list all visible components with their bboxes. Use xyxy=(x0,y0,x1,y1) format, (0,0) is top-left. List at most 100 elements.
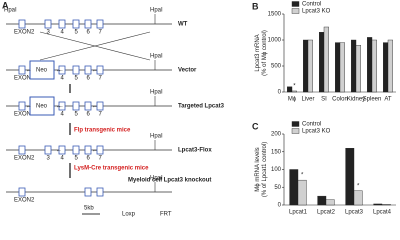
legend-swatch xyxy=(291,8,300,14)
legend-swatch xyxy=(291,1,300,7)
exon-number: 7 xyxy=(99,30,103,36)
site-label: HpaI xyxy=(150,134,163,140)
legend-text: FRT xyxy=(160,212,172,218)
exon xyxy=(72,101,80,111)
bar xyxy=(351,39,357,93)
y-tick-label: 1000 xyxy=(268,38,282,44)
bar xyxy=(345,147,355,206)
y-axis-label: Lpcat3 mRNA(% of Mϕ control) xyxy=(255,30,268,76)
figure: A WT HpaI HpaI 3 4 5 6 7 EXON2 Vector HpaI 3 4 5 6 7 EXO… xyxy=(2,0,396,218)
site-label: HpaI xyxy=(4,8,17,14)
y-axis-label-line: Mϕ mRNA levels xyxy=(255,147,261,191)
exon-number: 5 xyxy=(75,76,79,82)
legend-text: Loxp xyxy=(122,212,136,218)
exon xyxy=(44,19,52,29)
bar xyxy=(319,32,325,93)
bar xyxy=(373,203,383,206)
bar xyxy=(335,42,341,93)
frt: ← xyxy=(58,68,64,74)
bar xyxy=(355,45,362,93)
site-label: HpaI xyxy=(150,176,163,182)
panel-label: C xyxy=(252,121,259,131)
legend-label: Control xyxy=(302,122,321,128)
exon xyxy=(96,187,104,197)
bar xyxy=(371,39,378,93)
neo-label: Neo xyxy=(36,68,48,74)
y-axis-label-line: (% of Lpcat1 control) xyxy=(262,142,268,197)
x-tick-label: AT xyxy=(384,97,392,103)
exon xyxy=(84,187,92,197)
exon-number: 3 xyxy=(47,156,51,162)
bar xyxy=(387,39,394,93)
bar xyxy=(291,90,298,93)
bar xyxy=(353,190,363,206)
legend-label: Lpcat3 KO xyxy=(302,9,331,15)
exon xyxy=(84,19,92,29)
bar xyxy=(323,26,330,93)
legend-label: Control xyxy=(302,2,321,8)
annotation: * xyxy=(357,183,360,189)
loxp: ← xyxy=(56,104,62,110)
row-label: WT xyxy=(178,22,188,28)
y-axis-label: Mϕ mRNA levels(% of Lpcat1 control) xyxy=(255,142,268,197)
exon-number: 6 xyxy=(87,30,91,36)
step-label: LysM-Cre transgenic mice xyxy=(74,166,149,172)
cross xyxy=(39,31,151,61)
exon xyxy=(58,145,66,155)
exon-label: EXON2 xyxy=(14,76,35,82)
exon xyxy=(18,187,26,197)
y-tick-label: 200 xyxy=(271,132,282,138)
x-tick-label: Lpcat3 xyxy=(345,210,364,216)
panel-label: B xyxy=(252,1,259,11)
y-tick-label: 0 xyxy=(278,203,282,209)
y-tick-label: 100 xyxy=(271,167,282,173)
bar xyxy=(339,42,346,93)
exon-number: 5 xyxy=(75,30,79,36)
page: A WT HpaI HpaI 3 4 5 6 7 EXON2 Vector HpaI 3 4 5 6 7 EXO… xyxy=(2,0,396,218)
exon-number: 4 xyxy=(61,30,65,36)
exon-number: 3 xyxy=(47,30,51,36)
exon xyxy=(18,65,26,75)
x-tick-label: Lpcat2 xyxy=(317,210,336,216)
bar xyxy=(287,86,293,93)
exon xyxy=(18,101,26,111)
exon xyxy=(18,145,26,155)
exon xyxy=(84,65,92,75)
exon-number: 6 xyxy=(87,112,91,118)
bar xyxy=(289,169,299,206)
frt: ← xyxy=(58,104,64,110)
exon-number: 5 xyxy=(75,156,79,162)
bar xyxy=(383,42,389,93)
exon xyxy=(96,101,104,111)
loxp: ← xyxy=(56,68,62,74)
exon xyxy=(96,145,104,155)
exon xyxy=(18,19,26,29)
frt: ← xyxy=(26,104,32,110)
exon-number: 4 xyxy=(61,112,65,118)
y-tick-label: 0 xyxy=(278,90,282,96)
y-axis-label-line: (% of Mϕ control) xyxy=(262,30,268,76)
loxp: ← xyxy=(92,68,98,74)
y-tick-label: 1500 xyxy=(268,12,282,18)
neo-box xyxy=(29,60,55,80)
annotation: * xyxy=(293,84,296,90)
step-label: Flp transgenic mice xyxy=(74,128,131,134)
frt: ← xyxy=(26,68,32,74)
legend-label: Lpcat3 KO xyxy=(302,129,331,135)
exon-number: 6 xyxy=(87,76,91,82)
y-tick-label: 150 xyxy=(271,149,282,155)
site-label: HpaI xyxy=(150,90,163,96)
panel-label: A xyxy=(2,0,9,10)
neo-box xyxy=(29,96,55,116)
x-tick-label: Spleen xyxy=(363,97,382,103)
row-label: Targeted Lpcat3 xyxy=(178,104,225,110)
bar xyxy=(307,39,314,93)
x-tick-label: Liver xyxy=(301,97,314,103)
x-tick-label: Lpcat4 xyxy=(373,210,392,216)
exon-label: EXON2 xyxy=(14,156,35,162)
exon-label: EXON2 xyxy=(14,112,35,118)
loxp: ← xyxy=(92,148,98,154)
row-label: Lpcat3-Flox xyxy=(178,148,212,154)
loxp: ← xyxy=(56,148,62,154)
x-tick-label: Kidney xyxy=(347,97,365,103)
